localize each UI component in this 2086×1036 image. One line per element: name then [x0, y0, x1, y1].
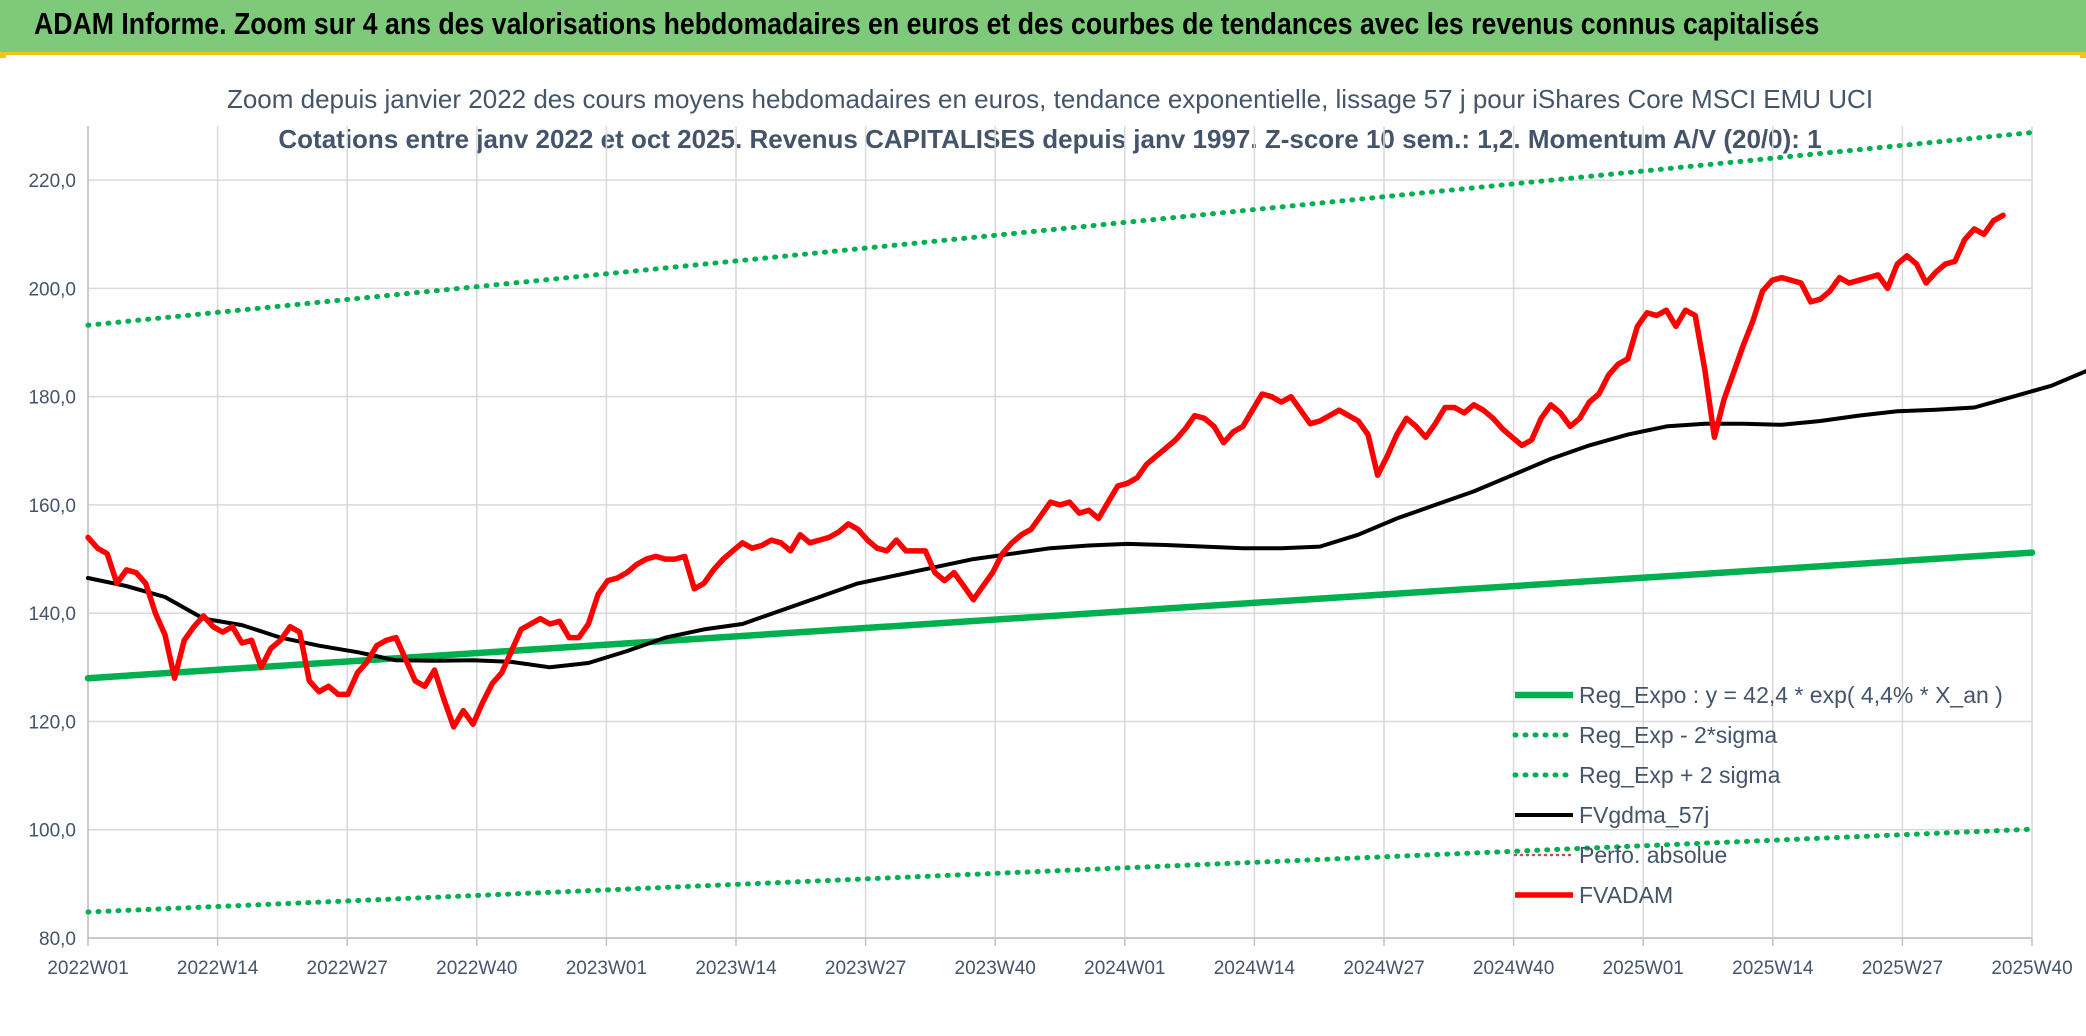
x-tick-label: 2022W27: [307, 958, 388, 979]
legend-label-fvgdma-57j: FVgdma_57j: [1579, 802, 1709, 828]
banner-corner-accent-right: [2080, 52, 2086, 58]
report-title: ADAM Informe. Zoom sur 4 ans des valoris…: [34, 6, 1820, 41]
legend-label-perfo-absolue: Perfo. absolue: [1579, 842, 1727, 868]
y-tick-label: 100,0: [28, 821, 76, 842]
x-tick-label: 2023W14: [695, 958, 777, 979]
x-tick-label: 2022W40: [436, 958, 517, 979]
legend: Reg_Expo : y = 42,4 * exp( 4,4% * X_an )…: [1509, 673, 2014, 917]
x-tick-label: 2023W01: [566, 958, 647, 979]
y-tick-label: 200,0: [28, 279, 76, 300]
series-line-reg-exp-2-sigma: [85, 130, 2035, 328]
x-tick-label: 2025W40: [1991, 958, 2072, 979]
x-tick-label: 2022W14: [177, 958, 259, 979]
y-tick-label: 80,0: [39, 929, 76, 950]
banner-corner-accent-left: [0, 52, 6, 58]
y-tick-label: 160,0: [28, 496, 76, 517]
x-tick-label: 2024W40: [1473, 958, 1554, 979]
legend-label-reg-exp-2-sigma: Reg_Exp - 2*sigma: [1579, 722, 1777, 748]
axes: 80,0 100,0 120,0 140,0 160,0 180,0 200,0 220,0 2…: [28, 126, 2073, 979]
series-line-reg-expo-y-42-4-exp-4-4-x-an: [84, 549, 2036, 682]
x-tick-label: 2024W27: [1343, 958, 1424, 979]
x-tick-label: 2024W14: [1214, 958, 1296, 979]
legend-label-reg-expo-y-42-4-exp-4-4-x-an: Reg_Expo : y = 42,4 * exp( 4,4% * X_an ): [1579, 682, 2003, 708]
chart-area: Zoom depuis janvier 2022 des cours moyen…: [0, 58, 2086, 1031]
x-tick-label: 2024W01: [1084, 958, 1165, 979]
chart-title: Zoom depuis janvier 2022 des cours moyen…: [227, 84, 1873, 114]
series-line-fvadam: [85, 212, 2006, 730]
y-tick-label: 120,0: [28, 712, 76, 733]
plot-series: [84, 130, 2086, 915]
chart-titles: Zoom depuis janvier 2022 des cours moyen…: [227, 84, 1873, 154]
report-banner: ADAM Informe. Zoom sur 4 ans des valoris…: [0, 0, 2086, 55]
y-tick-label: 140,0: [28, 604, 76, 625]
legend-box: [1509, 673, 2014, 917]
x-tick-label: 2023W40: [955, 958, 1036, 979]
x-tick-label: 2022W01: [47, 958, 128, 979]
series-line-reg-exp-2-sigma: [85, 826, 2035, 915]
x-tick-label: 2025W27: [1862, 958, 1943, 979]
y-tick-label: 180,0: [28, 388, 76, 409]
x-tick-label: 2025W01: [1603, 958, 1684, 979]
chart-svg: Zoom depuis janvier 2022 des cours moyen…: [28, 84, 2086, 979]
legend-label-reg-exp-2-sigma: Reg_Exp + 2 sigma: [1579, 762, 1781, 788]
x-tick-label: 2023W27: [825, 958, 906, 979]
series-line-fvgdma-57j: [86, 368, 2086, 670]
y-tick-label: 220,0: [28, 171, 76, 192]
legend-label-fvadam: FVADAM: [1579, 882, 1673, 908]
chart-subtitle: Cotations entre janv 2022 et oct 2025. R…: [278, 124, 1821, 154]
x-tick-label: 2025W14: [1732, 958, 1814, 979]
